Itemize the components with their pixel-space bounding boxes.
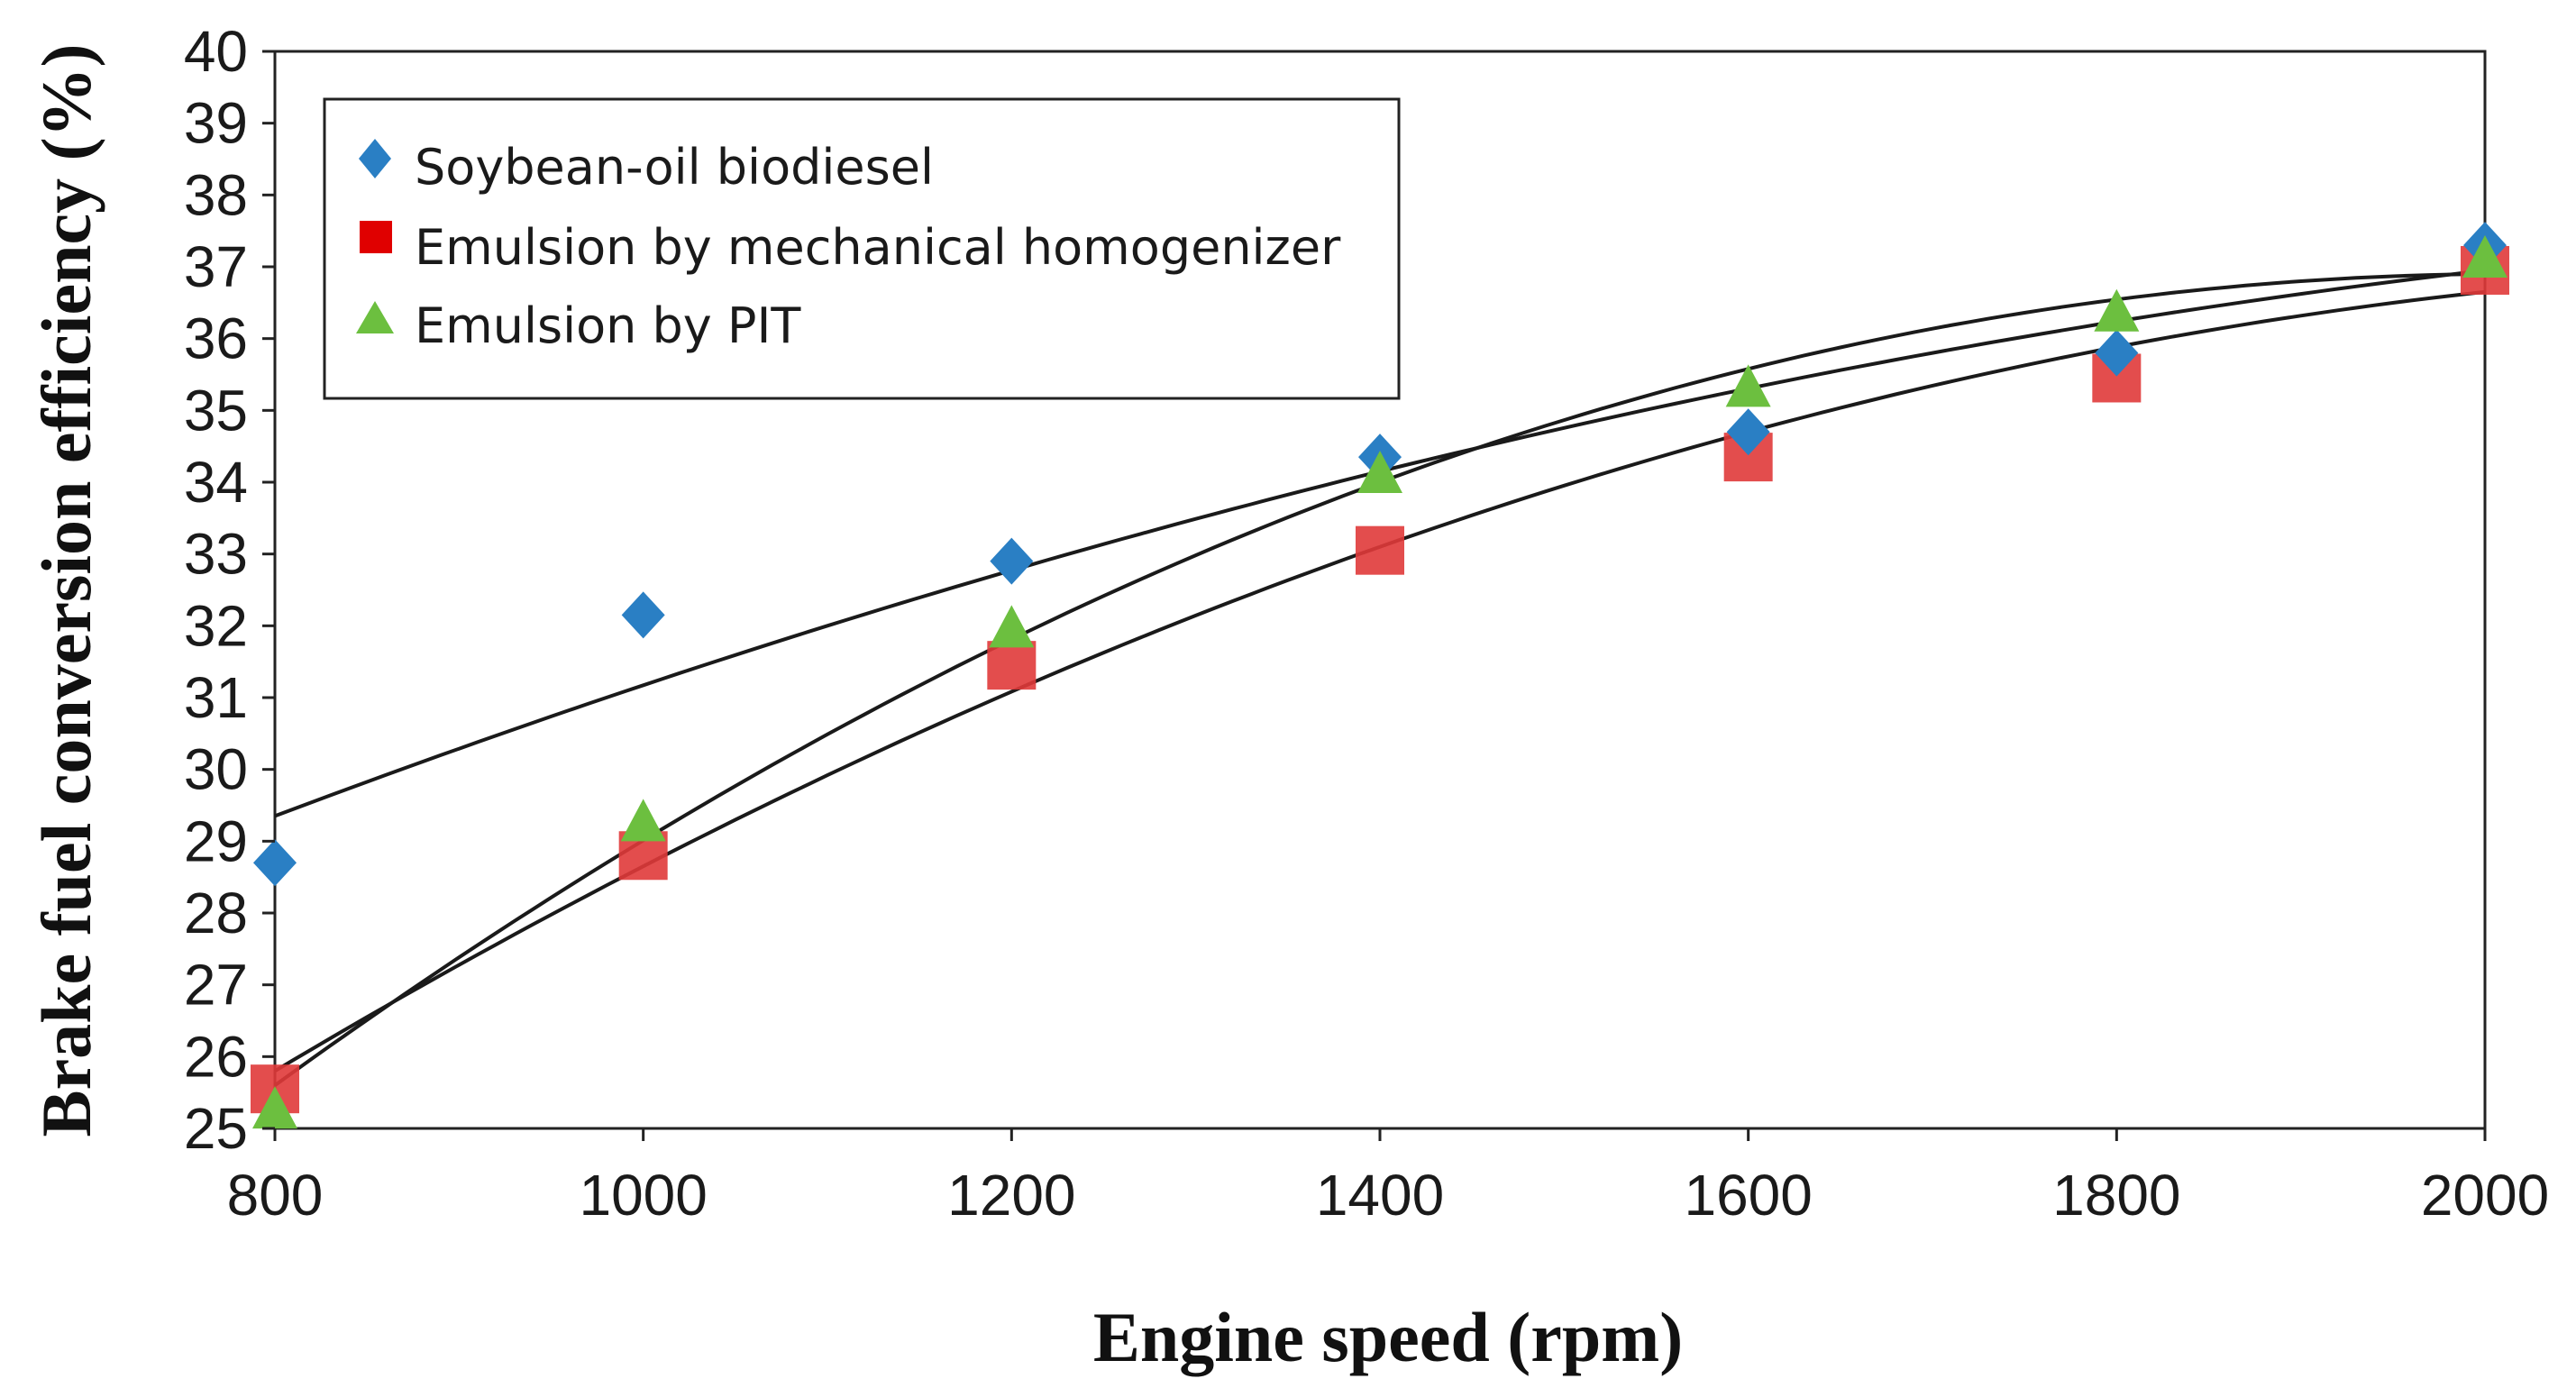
y-tick-label: 34 xyxy=(184,450,248,515)
x-tick-label: 800 xyxy=(227,1163,324,1228)
y-tick-label: 29 xyxy=(184,808,248,873)
data-point-diamond xyxy=(253,839,297,887)
data-point-triangle xyxy=(2462,235,2507,278)
legend-marker-pit xyxy=(356,301,394,333)
y-tick-label: 25 xyxy=(184,1096,248,1161)
x-axis-title: Engine speed (rpm) xyxy=(1093,1298,1683,1376)
data-point-triangle xyxy=(252,1086,297,1129)
data-point-triangle xyxy=(989,605,1035,648)
y-tick-label: 39 xyxy=(184,91,248,156)
y-tick-label: 28 xyxy=(184,881,248,945)
y-tick-label: 33 xyxy=(184,522,248,587)
data-point-diamond xyxy=(621,591,665,639)
y-axis-title: Brake fuel conversion efficiency (%) xyxy=(27,43,105,1137)
data-point-triangle xyxy=(620,799,666,842)
y-tick-label: 31 xyxy=(184,665,248,730)
data-point-triangle xyxy=(1725,364,1771,407)
data-point-diamond xyxy=(2095,329,2139,377)
y-tick-label: 40 xyxy=(184,19,248,84)
x-tick-label: 1800 xyxy=(2052,1163,2180,1228)
legend-label-mechanical: Emulsion by mechanical homogenizer xyxy=(415,219,1341,276)
data-point-square xyxy=(987,641,1037,690)
x-tick-label: 1000 xyxy=(579,1163,707,1228)
legend-marker-mechanical xyxy=(360,221,392,253)
legend: Soybean-oil biodiesel Emulsion by mechan… xyxy=(323,97,1401,400)
x-tick-label: 1400 xyxy=(1316,1163,1444,1228)
x-tick-label: 2000 xyxy=(2421,1163,2549,1228)
y-tick-label: 26 xyxy=(184,1024,248,1089)
data-point-diamond xyxy=(990,537,1034,585)
y-tick-label: 36 xyxy=(184,306,248,371)
x-tick-label: 1600 xyxy=(1684,1163,1812,1228)
legend-label-soybean: Soybean-oil biodiesel xyxy=(415,139,934,196)
legend-label-pit: Emulsion by PIT xyxy=(415,297,801,354)
data-point-diamond xyxy=(1726,408,1770,456)
y-tick-label: 27 xyxy=(184,953,248,1018)
y-tick-label: 38 xyxy=(184,162,248,227)
y-tick-label: 30 xyxy=(184,737,248,802)
y-tick-label: 32 xyxy=(184,593,248,658)
x-tick-label: 1200 xyxy=(947,1163,1075,1228)
data-point-triangle xyxy=(2094,288,2140,332)
y-tick-label: 35 xyxy=(184,378,248,443)
data-point-triangle xyxy=(1357,451,1402,494)
y-tick-label: 37 xyxy=(184,234,248,299)
legend-box xyxy=(323,97,1401,400)
legend-marker-soybean xyxy=(359,139,391,178)
data-point-square xyxy=(1356,525,1404,575)
